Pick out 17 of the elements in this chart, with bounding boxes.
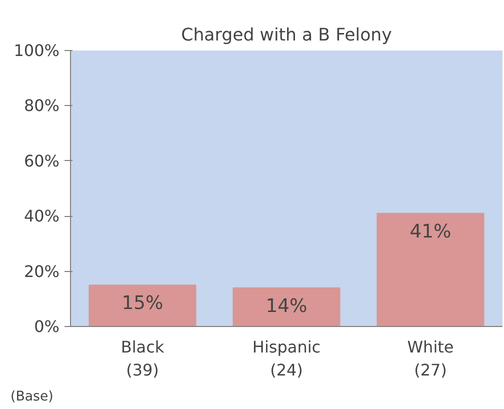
data-label: 15%	[122, 293, 164, 314]
x-tick-label: White (27)	[407, 338, 454, 380]
bar	[376, 212, 484, 326]
x-tick-label: Black (39)	[120, 338, 165, 380]
chart-title: Charged with a B Felony	[181, 26, 392, 46]
y-tick-label: 60%	[24, 151, 60, 170]
text: (Base)	[10, 390, 54, 404]
bar	[88, 284, 196, 326]
x-tick-label: Hispanic (24)	[252, 338, 321, 380]
data-label: 14%	[266, 296, 308, 317]
y-tick-label: 20%	[24, 262, 60, 281]
y-tick-label: 0%	[34, 317, 60, 336]
y-tick-label: 40%	[24, 206, 60, 226]
bar	[232, 287, 340, 326]
data-label: 41%	[410, 221, 452, 242]
y-tick-label: 100%	[14, 41, 60, 60]
y-tick-label: 80%	[24, 96, 60, 116]
